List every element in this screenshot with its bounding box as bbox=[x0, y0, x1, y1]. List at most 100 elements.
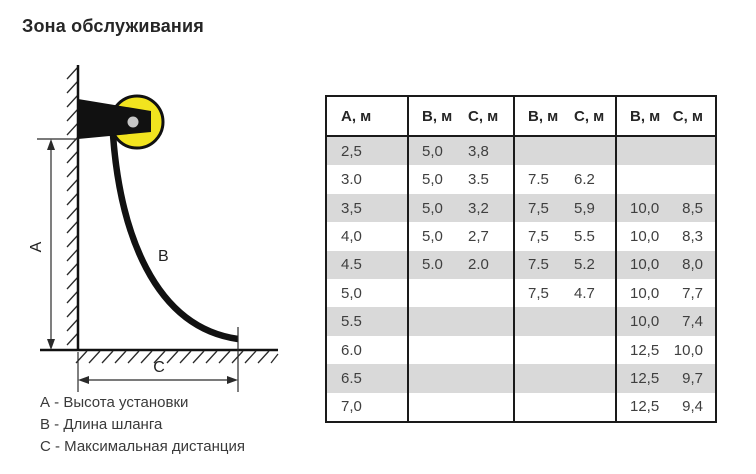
cell: 7.5 bbox=[528, 171, 549, 189]
cell: 3.0 bbox=[341, 171, 362, 189]
table-row-group-2: 5,0 2,7 bbox=[407, 222, 513, 251]
service-zone-table: А, м В, м С, м В, м С, м В, м С, м 2,5 5,0 3,8 3.0… bbox=[325, 95, 717, 423]
table-row-group-2 bbox=[407, 335, 513, 365]
cell: В, м bbox=[630, 107, 661, 125]
cell: 9,4 bbox=[682, 398, 703, 416]
cell: С, м bbox=[574, 107, 605, 125]
cell: 5.0 bbox=[422, 256, 443, 274]
cell: 12,5 bbox=[630, 369, 660, 387]
legend-line-a: А - Высота установки bbox=[40, 394, 189, 411]
wall-hatch bbox=[66, 66, 79, 346]
table-row-group-3: 7.5 5.2 bbox=[513, 250, 615, 280]
table-header-row-group-2: В, м С, м bbox=[407, 97, 513, 135]
cell: 2,7 bbox=[468, 227, 489, 245]
table-row: 4,0 5,0 2,7 7,5 5.5 10,0 8,3 bbox=[327, 222, 715, 251]
table-row-group-2: 5,0 3.5 bbox=[407, 165, 513, 194]
table-row-group-3 bbox=[513, 364, 615, 393]
cell: 12,5 bbox=[630, 341, 660, 359]
cell: С, м bbox=[468, 107, 499, 125]
table-row-group-4: 10,0 7,4 bbox=[615, 307, 715, 336]
cell: 5,0 bbox=[422, 142, 443, 160]
table-header-row-group-4: В, м С, м bbox=[615, 97, 715, 135]
cell: 10,0 bbox=[673, 341, 703, 359]
legend: А - Высота установки В - Длина шланга С … bbox=[40, 392, 245, 458]
table-row-group-3 bbox=[513, 392, 615, 422]
installation-diagram: А В С bbox=[28, 65, 279, 392]
cell: 7,7 bbox=[682, 284, 703, 302]
table-row-group-2 bbox=[407, 364, 513, 393]
dimension-c bbox=[77, 327, 239, 392]
table-row-group-1: 4,0 bbox=[327, 222, 407, 250]
cell: 6.5 bbox=[341, 369, 362, 387]
cell: 8,0 bbox=[682, 256, 703, 274]
hose-curve bbox=[109, 134, 239, 343]
cell: 5.2 bbox=[574, 256, 595, 274]
cell: 5,9 bbox=[574, 199, 595, 217]
cell: 3.5 bbox=[468, 171, 489, 189]
table-row-group-4: 10,0 8,0 bbox=[615, 250, 715, 280]
cell: 10,0 bbox=[630, 313, 660, 331]
table-row-group-2: 5,0 3,2 bbox=[407, 193, 513, 223]
table-row-group-3: 7,5 4.7 bbox=[513, 279, 615, 308]
table-row-group-1: 4.5 bbox=[327, 251, 407, 279]
table-row-group-1: 5,0 bbox=[327, 279, 407, 307]
table-row-group-1: 3,5 bbox=[327, 194, 407, 222]
cell: 5,0 bbox=[422, 199, 443, 217]
cell: 3,2 bbox=[468, 199, 489, 217]
cell: 3,5 bbox=[341, 199, 362, 217]
table-row-group-4: 12,5 10,0 bbox=[615, 335, 715, 365]
table-row-group-3 bbox=[513, 335, 615, 365]
cell: 12,5 bbox=[630, 398, 660, 416]
table-row-group-4: 12,5 9,4 bbox=[615, 392, 715, 422]
table-row-group-4 bbox=[615, 137, 715, 166]
table-row-group-3 bbox=[513, 137, 615, 166]
table-row-group-2 bbox=[407, 307, 513, 336]
cell: В, м bbox=[528, 107, 559, 125]
table-row-group-3: 7,5 5,9 bbox=[513, 193, 615, 223]
cell: 5.5 bbox=[574, 227, 595, 245]
reel-axle bbox=[127, 116, 139, 128]
table-row-group-1: 6.0 bbox=[327, 336, 407, 364]
table-row: 7,0 12,5 9,4 bbox=[327, 392, 715, 422]
table-row-group-3: 7.5 6.2 bbox=[513, 165, 615, 194]
cell: А, м bbox=[341, 107, 372, 125]
table-header-row-group-1: А, м bbox=[327, 97, 407, 135]
cell: 5,0 bbox=[341, 284, 362, 302]
cell: 8,5 bbox=[682, 199, 703, 217]
cell: В, м bbox=[422, 107, 453, 125]
cell: 7,0 bbox=[341, 398, 362, 416]
table-row-group-1: 3.0 bbox=[327, 165, 407, 193]
table-row-group-2: 5.0 2.0 bbox=[407, 250, 513, 280]
table-row-group-4: 10,0 8,5 bbox=[615, 193, 715, 223]
cell: 4.7 bbox=[574, 284, 595, 302]
table-row-group-3 bbox=[513, 307, 615, 336]
table-row-group-1: 5.5 bbox=[327, 307, 407, 335]
dim-c-arrow-left bbox=[78, 376, 89, 384]
table-row-group-4: 10,0 8,3 bbox=[615, 222, 715, 251]
cell: 4,0 bbox=[341, 227, 362, 245]
cell: 5.5 bbox=[341, 313, 362, 331]
table-row-group-2: 5,0 3,8 bbox=[407, 137, 513, 166]
table-row: 6.5 12,5 9,7 bbox=[327, 364, 715, 393]
table-row: 5,0 7,5 4.7 10,0 7,7 bbox=[327, 279, 715, 308]
cell: 10,0 bbox=[630, 227, 660, 245]
cell: 4.5 bbox=[341, 256, 362, 274]
dim-c-arrow-right bbox=[227, 376, 238, 384]
legend-line-c: С - Максимальная дистанция bbox=[40, 438, 245, 455]
cell: 7,5 bbox=[528, 227, 549, 245]
table-row: 3,5 5,0 3,2 7,5 5,9 10,0 8,5 bbox=[327, 193, 715, 223]
table-row-group-2 bbox=[407, 392, 513, 422]
cell: 5,0 bbox=[422, 171, 443, 189]
cell: 10,0 bbox=[630, 284, 660, 302]
table-row-group-1: 2,5 bbox=[327, 137, 407, 165]
table-row: 3.0 5,0 3.5 7.5 6.2 bbox=[327, 165, 715, 194]
dim-label-b: В bbox=[158, 248, 169, 265]
table-row-group-3: 7,5 5.5 bbox=[513, 222, 615, 251]
wall-bracket bbox=[78, 99, 151, 139]
table-row-group-2 bbox=[407, 279, 513, 308]
cell: 9,7 bbox=[682, 369, 703, 387]
cell: 5,0 bbox=[422, 227, 443, 245]
dim-label-c: С bbox=[153, 359, 165, 376]
dim-label-a: А bbox=[28, 241, 45, 252]
